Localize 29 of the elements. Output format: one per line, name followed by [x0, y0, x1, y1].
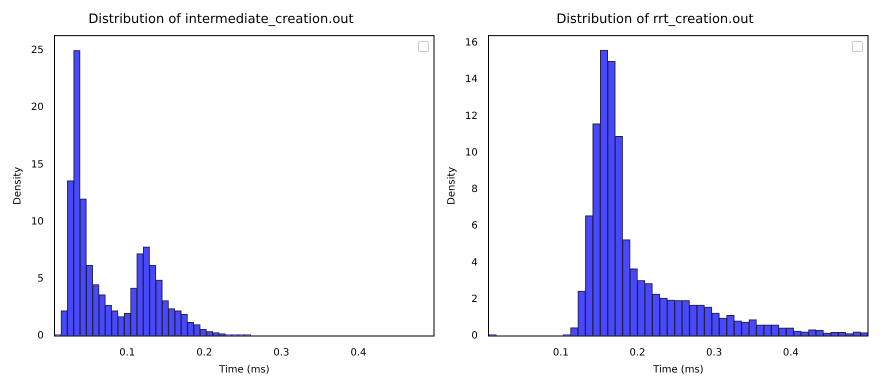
y-tick-label: 4 — [471, 257, 478, 268]
x-tick-label: 0.4 — [350, 348, 366, 359]
y-tick-label: 0 — [37, 330, 44, 342]
y-tick-label: 8 — [471, 184, 478, 196]
y-tick-label: 20 — [30, 102, 44, 114]
chart-title: Distribution of intermediate_creation.out — [88, 12, 354, 28]
y-tick-label: 10 — [464, 147, 478, 158]
x-tick-label: 0.1 — [119, 348, 136, 359]
x-axis-title: Time (ms) — [218, 364, 270, 376]
y-tick-label: 2 — [471, 294, 478, 305]
x-tick-label: 0.3 — [273, 348, 290, 359]
y-tick-label: 14 — [464, 74, 478, 86]
y-tick-label: 15 — [30, 159, 44, 170]
y-tick-label: 5 — [37, 273, 44, 284]
y-axis-title: Density — [446, 166, 458, 205]
y-tick-label: 16 — [464, 38, 478, 49]
y-axis-title: Density — [12, 166, 24, 205]
y-tick-label: 12 — [464, 110, 478, 122]
x-tick-label: 0.4 — [782, 348, 799, 359]
y-tick-label: 10 — [30, 216, 44, 228]
chart-title: Distribution of rrt_creation.out — [556, 12, 754, 28]
x-tick-label: 0.2 — [196, 348, 212, 359]
y-tick-label: 0 — [471, 330, 478, 342]
y-tick-label: 25 — [30, 45, 44, 56]
x-tick-label: 0.3 — [706, 348, 722, 359]
x-axis-title: Time (ms) — [652, 364, 704, 376]
x-tick-label: 0.2 — [630, 348, 646, 359]
y-tick-label: 6 — [471, 220, 478, 232]
x-tick-label: 0.1 — [552, 348, 569, 359]
